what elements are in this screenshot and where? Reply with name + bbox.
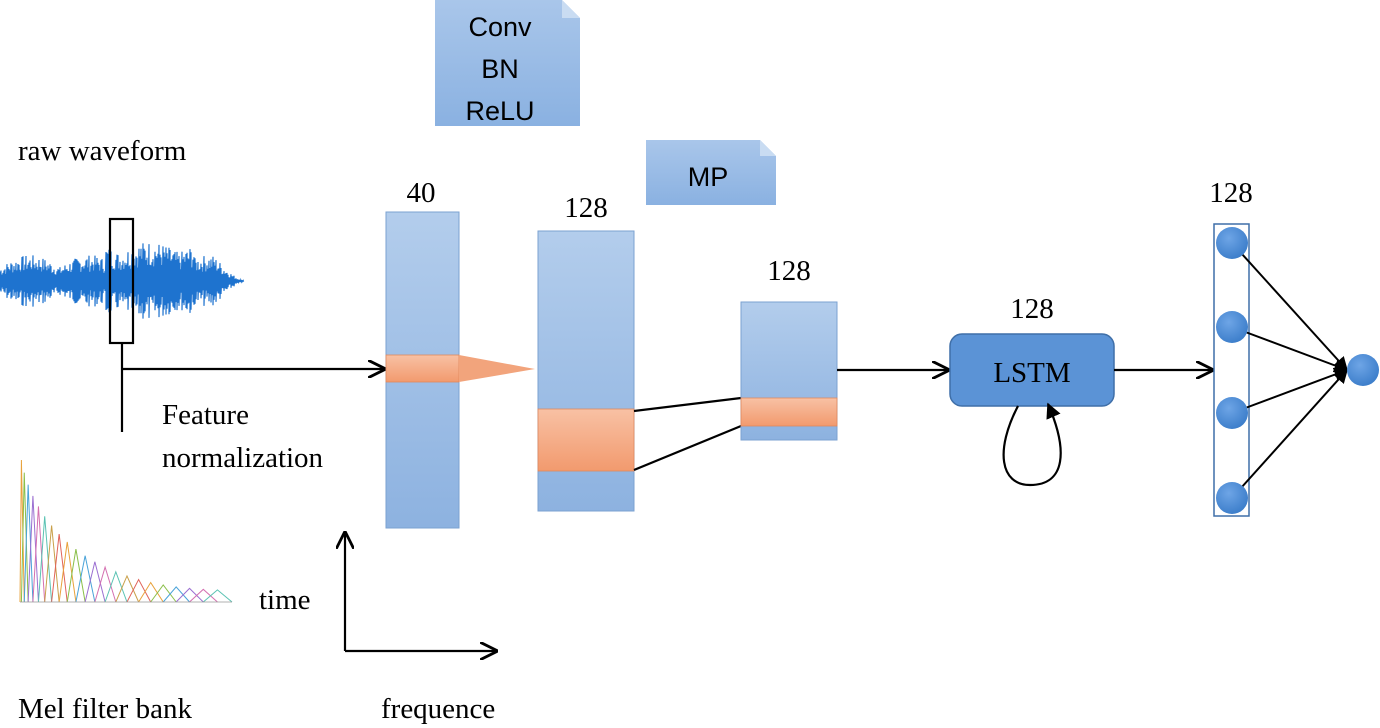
mel-filter-triangle bbox=[51, 533, 68, 603]
pool-connect-top bbox=[633, 396, 742, 413]
pool-highlight-row bbox=[740, 397, 838, 427]
mel-filter-triangle bbox=[150, 584, 177, 603]
dense-output-connections bbox=[1231, 242, 1349, 499]
mel-filter-triangle bbox=[20, 472, 29, 603]
mel-filter-triangle bbox=[94, 565, 117, 603]
frequence-label: frequence bbox=[381, 693, 495, 725]
mel-filter-triangle bbox=[202, 589, 233, 603]
dense-dim-label: 128 bbox=[1209, 177, 1253, 209]
dense-node bbox=[1216, 311, 1248, 343]
dense-to-output-edge bbox=[1231, 367, 1349, 414]
mel-filter-bank-label: Mel filter bank bbox=[18, 693, 192, 725]
dense-to-output-edge bbox=[1231, 326, 1349, 373]
conv-kernel-wedge bbox=[459, 355, 535, 382]
lstm-recurrent-loop bbox=[1002, 402, 1062, 487]
mel-filter-triangle bbox=[104, 570, 128, 603]
conv-highlight-region bbox=[537, 408, 635, 472]
feature-norm-label-2: normalization bbox=[162, 442, 324, 474]
mel-filter-triangle bbox=[58, 541, 77, 603]
conv-bn-relu-note: Conv BN ReLU bbox=[435, 0, 580, 126]
lstm-label: LSTM bbox=[993, 357, 1070, 389]
pool-connect-bottom bbox=[633, 424, 742, 472]
mel-filter-triangle bbox=[44, 525, 60, 603]
max-pool-note: MP bbox=[646, 140, 776, 205]
relu-label: ReLU bbox=[465, 96, 534, 126]
mel-filter-triangle bbox=[75, 555, 96, 603]
waveform-icon bbox=[0, 243, 245, 319]
feature-norm-label-1: Feature bbox=[162, 399, 249, 431]
mel-filter-triangle bbox=[189, 588, 218, 603]
mel-filter-triangle bbox=[126, 578, 152, 603]
mel-filter-triangle bbox=[27, 495, 39, 603]
mel-filter-triangle bbox=[84, 561, 106, 603]
input-dim-label: 40 bbox=[407, 177, 436, 209]
dense-node bbox=[1216, 482, 1248, 514]
raw-waveform-label: raw waveform bbox=[18, 135, 187, 167]
dense-to-output-edge bbox=[1231, 242, 1348, 372]
dense-layer-frame bbox=[1213, 223, 1250, 517]
mel-filter-triangle bbox=[162, 586, 190, 603]
dense-node bbox=[1216, 397, 1248, 429]
mp-label: MP bbox=[688, 162, 729, 192]
mel-filter-triangle bbox=[115, 574, 140, 603]
dense-to-output-edge bbox=[1231, 368, 1348, 499]
mel-filter-bank-icon bbox=[19, 459, 233, 603]
mel-filter-triangle bbox=[32, 506, 46, 603]
mel-filter-triangle bbox=[19, 459, 25, 603]
bn-label: BN bbox=[481, 54, 519, 84]
mel-filter-triangle bbox=[23, 484, 34, 603]
mel-filter-triangle bbox=[66, 549, 86, 603]
output-node bbox=[1347, 354, 1379, 386]
conv-label: Conv bbox=[468, 12, 532, 42]
lstm-dim-label: 128 bbox=[1010, 293, 1054, 325]
mel-filter-triangle bbox=[175, 587, 204, 603]
mel-filter-triangle bbox=[37, 516, 53, 603]
time-label: time bbox=[259, 584, 311, 616]
conv-dim-label: 128 bbox=[564, 192, 608, 224]
dense-node bbox=[1216, 227, 1248, 259]
mel-filter-triangle bbox=[138, 581, 164, 603]
pool-dim-label: 128 bbox=[767, 255, 811, 287]
input-highlight-row bbox=[385, 354, 460, 383]
